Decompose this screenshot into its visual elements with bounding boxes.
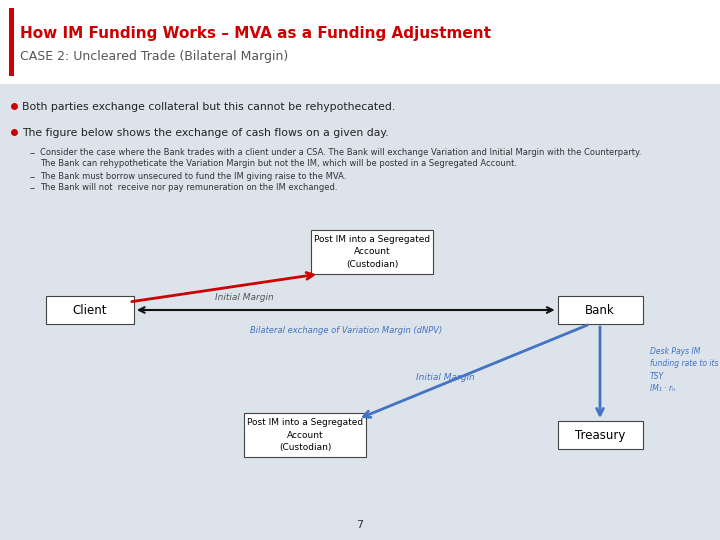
Text: Post IM into a Segregated
Account
(Custodian): Post IM into a Segregated Account (Custo… <box>247 418 363 452</box>
Bar <box>46 296 134 324</box>
Text: Consider the case where the Bank trades with a client under a CSA. The Bank will: Consider the case where the Bank trades … <box>40 148 642 157</box>
Bar <box>9 8 14 76</box>
Text: –: – <box>30 183 35 193</box>
Text: –: – <box>30 172 35 182</box>
Text: Post IM into a Segregated
Account
(Custodian): Post IM into a Segregated Account (Custo… <box>314 235 430 269</box>
Text: The Bank can rehypotheticate the Variation Margin but not the IM, which will be : The Bank can rehypotheticate the Variati… <box>40 159 517 168</box>
Bar <box>557 421 642 449</box>
Bar <box>311 230 433 274</box>
Bar <box>557 296 642 324</box>
Text: Initial Margin: Initial Margin <box>415 374 474 382</box>
Text: The Bank will not  receive nor pay remuneration on the IM exchanged.: The Bank will not receive nor pay remune… <box>40 183 338 192</box>
Text: 7: 7 <box>356 520 364 530</box>
Text: How IM Funding Works – MVA as a Funding Adjustment: How IM Funding Works – MVA as a Funding … <box>20 26 491 41</box>
Text: Bank: Bank <box>585 303 615 316</box>
Bar <box>5 88 715 538</box>
Text: The figure below shows the exchange of cash flows on a given day.: The figure below shows the exchange of c… <box>22 128 389 138</box>
Text: The Bank must borrow unsecured to fund the IM giving raise to the MVA.: The Bank must borrow unsecured to fund t… <box>40 172 346 181</box>
Text: CASE 2: Uncleared Trade (Bilateral Margin): CASE 2: Uncleared Trade (Bilateral Margi… <box>20 50 288 63</box>
Text: Both parties exchange collateral but this cannot be rehypothecated.: Both parties exchange collateral but thi… <box>22 102 395 112</box>
Text: –: – <box>30 148 35 158</box>
Text: Treasury: Treasury <box>575 429 625 442</box>
Text: Bilateral exchange of Variation Margin (dNPV): Bilateral exchange of Variation Margin (… <box>250 326 442 335</box>
Text: Desk Pays IM
funding rate to its
TSY
IM₁ · rₙ: Desk Pays IM funding rate to its TSY IM₁… <box>650 347 719 393</box>
Text: Initial Margin: Initial Margin <box>215 294 274 302</box>
Bar <box>0 0 720 84</box>
Text: Client: Client <box>73 303 107 316</box>
Bar <box>244 413 366 457</box>
